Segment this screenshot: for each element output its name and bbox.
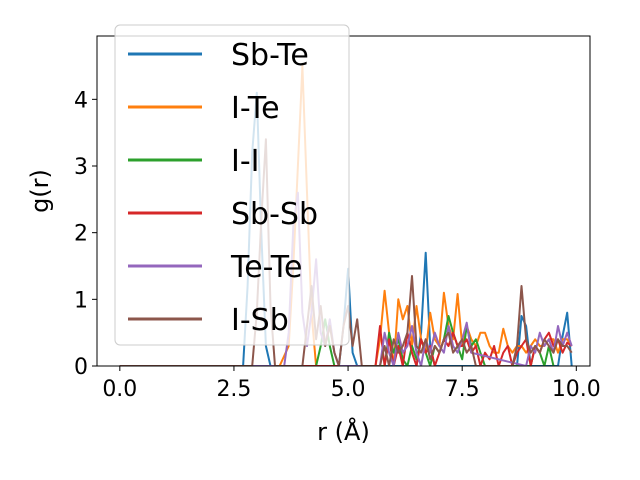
legend-label-sb-te: Sb-Te — [231, 38, 309, 73]
x-tick-label: 7.5 — [445, 377, 480, 402]
x-tick-label: 5.0 — [331, 377, 366, 402]
x-tick-label: 10.0 — [552, 377, 601, 402]
y-tick-label: 0 — [74, 355, 88, 380]
legend: Sb-Te I-Te I-I Sb-Sb Te-Te I-Sb — [114, 24, 350, 346]
x-tick-label: 2.5 — [216, 377, 251, 402]
legend-label-i-te: I-Te — [231, 91, 280, 126]
y-axis-label: g(r) — [26, 169, 54, 213]
legend-box — [114, 24, 350, 346]
legend-label-i-i: I-I — [231, 144, 260, 179]
legend-label-i-sb: I-Sb — [231, 303, 289, 338]
y-tick-label: 1 — [74, 288, 88, 313]
legend-label-sb-sb: Sb-Sb — [231, 197, 318, 232]
series-line-i-te — [119, 65, 573, 366]
y-tick-label: 3 — [74, 155, 88, 180]
y-tick-label: 2 — [74, 222, 88, 247]
x-axis-label: r (Å) — [317, 417, 370, 446]
y-tick-label: 4 — [74, 88, 88, 113]
legend-label-te-te: Te-Te — [230, 250, 302, 285]
x-tick-label: 0.0 — [102, 377, 137, 402]
axis-ticks: 0.0 2.5 5.0 7.5 10.0 0 1 2 3 4 — [74, 88, 601, 402]
